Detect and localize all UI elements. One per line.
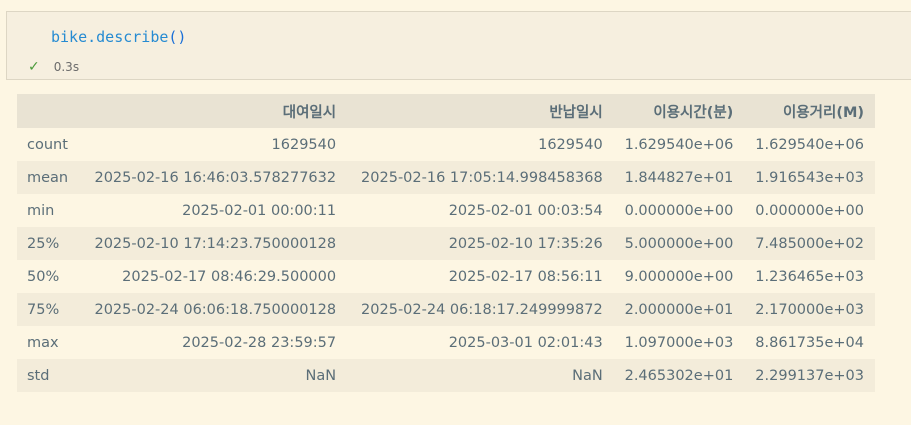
table-cell: NaN	[80, 359, 348, 392]
table-row: 75% 2025-02-24 06:06:18.750000128 2025-02-…	[17, 293, 875, 326]
row-label: std	[17, 359, 81, 392]
row-label: 50%	[27, 268, 60, 285]
describe-output-table: 대여일시 반납일시 이용시간(분) 이용거리(M) count 1629540 16295…	[17, 94, 875, 392]
table-cell: 2025-02-17 08:56:11	[448, 268, 603, 285]
table-cell: 8.861735e+04	[755, 334, 864, 351]
code-text: bike.describe	[51, 28, 169, 46]
table-cell: 1.844827e+01	[613, 161, 745, 194]
table-row: max 2025-02-28 23:59:57 2025-03-01 02:01:4…	[17, 326, 875, 359]
table-cell: 2025-02-10 17:35:26	[347, 227, 614, 260]
table-cell: 2025-02-17 08:46:29.500000	[122, 268, 337, 285]
code-line[interactable]: bike.describe()	[51, 28, 186, 46]
table-cell: 1629540	[538, 136, 603, 153]
table-row: 25% 2025-02-10 17:14:23.750000128 2025-02-…	[17, 227, 875, 260]
table-cell: 2025-03-01 02:01:43	[448, 334, 603, 351]
table-cell: 2025-02-28 23:59:57	[182, 334, 337, 351]
code-parens: ()	[168, 28, 187, 46]
check-icon: ✓	[28, 59, 40, 75]
column-header: 이용거리(M)	[744, 94, 875, 128]
table-cell: 0.000000e+00	[624, 202, 734, 219]
row-label: 75%	[17, 293, 81, 326]
table-header-row: 대여일시 반납일시 이용시간(분) 이용거리(M)	[17, 94, 875, 128]
column-header: 이용시간(분)	[613, 94, 745, 128]
table-cell: 1.236465e+03	[755, 268, 864, 285]
table-row: min 2025-02-01 00:00:11 2025-02-01 00:03:5…	[17, 194, 875, 227]
table-cell: 0.000000e+00	[755, 202, 864, 219]
table-cell: 2025-02-24 06:18:17.249999872	[347, 293, 614, 326]
row-label: count	[27, 136, 68, 153]
column-header	[17, 94, 81, 128]
table-row: count 1629540 1629540 1.629540e+06 1.629540e…	[17, 128, 875, 161]
table-cell: 2.170000e+03	[744, 293, 875, 326]
table-cell: NaN	[347, 359, 614, 392]
column-header: 반납일시	[347, 94, 614, 128]
table-cell: 7.485000e+02	[744, 227, 875, 260]
table-cell: 2025-02-01 00:03:54	[448, 202, 603, 219]
table-cell: 9.000000e+00	[624, 268, 734, 285]
table-cell: 1.629540e+06	[624, 136, 734, 153]
execution-status: ✓ 0.3s	[28, 59, 79, 75]
row-label: 25%	[17, 227, 81, 260]
table-cell: 1629540	[271, 136, 337, 153]
table-cell: 2.000000e+01	[613, 293, 745, 326]
table-row: 50% 2025-02-17 08:46:29.500000 2025-02-17 …	[17, 260, 875, 293]
table-cell: 2025-02-16 16:46:03.578277632	[80, 161, 348, 194]
table-row: std NaN NaN 2.465302e+01 2.299137e+03	[17, 359, 875, 392]
table-cell: 2025-02-24 06:06:18.750000128	[80, 293, 348, 326]
table-cell: 2025-02-10 17:14:23.750000128	[80, 227, 348, 260]
table-cell: 1.629540e+06	[755, 136, 864, 153]
table-cell: 2025-02-16 17:05:14.998458368	[347, 161, 614, 194]
table-row: mean 2025-02-16 16:46:03.578277632 2025-02…	[17, 161, 875, 194]
table-cell: 1.916543e+03	[744, 161, 875, 194]
table-cell: 5.000000e+00	[613, 227, 745, 260]
row-label: min	[27, 202, 55, 219]
table-cell: 1.097000e+03	[624, 334, 734, 351]
table-cell: 2025-02-01 00:00:11	[182, 202, 337, 219]
table-cell: 2.465302e+01	[613, 359, 745, 392]
row-label: mean	[17, 161, 81, 194]
code-cell[interactable]: bike.describe() ✓ 0.3s	[6, 11, 911, 80]
column-header: 대여일시	[80, 94, 348, 128]
execution-time: 0.3s	[53, 60, 80, 74]
row-label: max	[27, 334, 59, 351]
table-cell: 2.299137e+03	[744, 359, 875, 392]
